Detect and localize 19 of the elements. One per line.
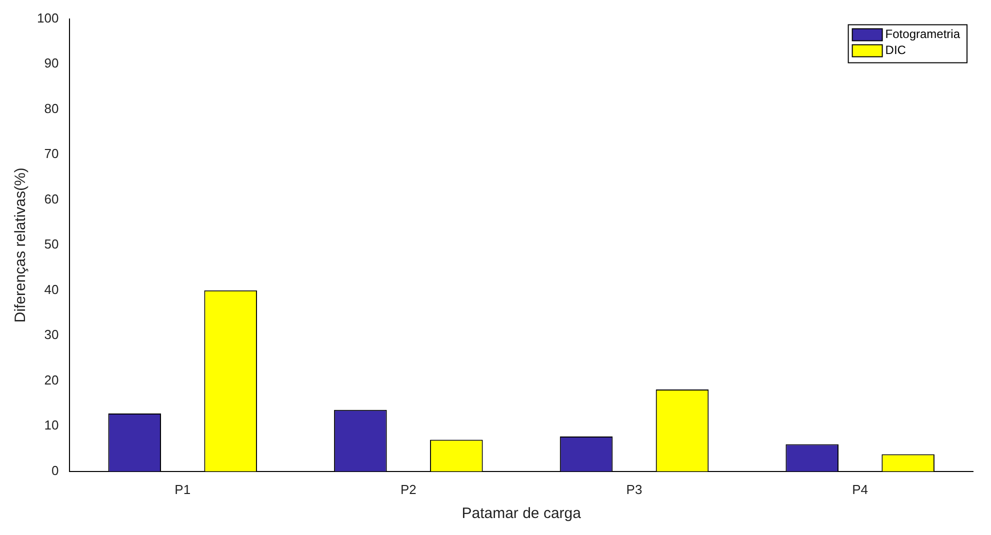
y-tick-label: 50 [44, 236, 59, 252]
y-tick-label: 90 [44, 56, 59, 71]
legend-label: Fotogrametria [885, 27, 960, 42]
y-tick-label: 70 [44, 146, 59, 162]
x-tick-label: P4 [852, 482, 868, 497]
x-tick-label: P3 [626, 482, 642, 497]
y-tick-label: 80 [44, 100, 59, 116]
y-tick-label: 0 [51, 462, 59, 478]
x-tick-label: P2 [400, 482, 416, 497]
y-tick-label: 30 [44, 327, 59, 342]
y-tick-label: 100 [36, 10, 59, 26]
y-tick-label: 40 [44, 282, 59, 297]
y-tick-label: 60 [44, 191, 59, 206]
y-tick-label: 20 [44, 372, 59, 388]
y-tick-label: 10 [44, 418, 59, 433]
y-axis-title: Diferenças relativas(%) [12, 168, 30, 323]
x-tick-label: P1 [174, 482, 191, 497]
legend-label: DIC [885, 43, 906, 58]
x-axis-title: Patamar de carga [462, 505, 582, 522]
